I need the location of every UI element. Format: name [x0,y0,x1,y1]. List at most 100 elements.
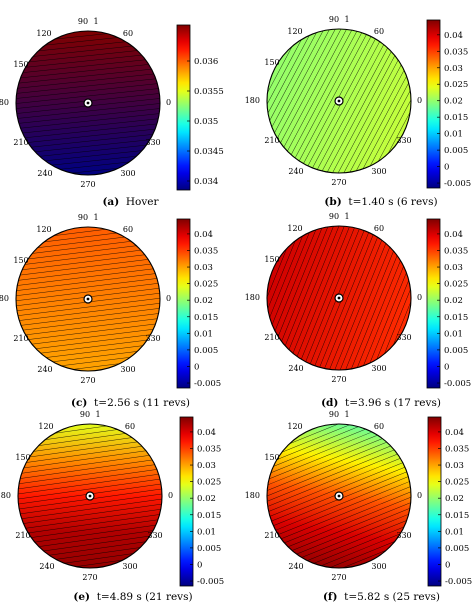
panel-6: 90 1 60 0 330 300 270 240 210 180 150 120 0.04 0.035 0… [245,410,473,603]
azimuth-label: 90 [78,17,88,26]
azimuth-label: 120 [36,29,51,38]
azimuth-label: 180 [0,294,9,303]
azimuth-label: 150 [264,255,279,264]
colorbar-tick-label: 0.01 [444,329,463,339]
azimuth-label: 90 [78,213,88,222]
azimuth-label: 210 [13,138,28,147]
azimuth-label: 1 [95,410,100,419]
colorbar-tick-label: 0.005 [194,346,218,356]
colorbar-tick-label: 0.025 [197,478,221,488]
azimuth-label: 60 [123,29,133,38]
colorbar [179,416,194,587]
azimuth-label: 1 [344,212,349,221]
colorbar-tick-label: 0.03 [444,263,463,273]
colorbar-tick-label: 0.02 [444,97,463,107]
azimuth-label: 60 [374,27,384,36]
disk-outline [266,225,412,371]
colorbar-tick-label: -0.005 [444,379,471,389]
hub-dot [86,101,90,105]
azimuth-label: 180 [0,491,11,500]
hub-dot [337,296,341,300]
azimuth-label: 210 [264,531,279,540]
azimuth-label: 120 [36,225,51,234]
azimuth-label: 0 [417,491,422,500]
azimuth-label: 270 [82,573,97,582]
azimuth-label: 150 [13,256,28,265]
colorbar-tick-label: 0.025 [444,80,468,90]
azimuth-label: 120 [287,27,302,36]
azimuth-label: 300 [371,562,386,571]
panel-caption: (e) t=4.89 s (21 revs) [73,591,192,603]
colorbar-tick-label: 0.015 [444,113,468,123]
azimuth-label: 330 [145,138,160,147]
colorbar-tick-label: 0.0355 [194,87,224,97]
azimuth-label: 270 [80,180,95,189]
panel-3: 90 1 60 0 330 300 270 240 210 180 150 120 0.04 0.035 0… [0,213,221,409]
colorbar-tick-label: 0.035 [194,246,218,256]
colorbar-tick-label: 0.005 [445,544,469,554]
azimuth-label: 0 [168,491,173,500]
azimuth-label: 240 [288,364,303,373]
azimuth-label: 300 [120,169,135,178]
hub-dot [337,494,341,498]
azimuth-label: 0 [166,98,171,107]
colorbar-tick-label: 0.01 [194,329,213,339]
azimuth-label: 120 [287,224,302,233]
azimuth-label: 180 [245,96,260,105]
colorbar-tick-label: -0.005 [197,577,224,587]
azimuth-label: 270 [331,375,346,384]
colorbar-tick-label: -0.005 [444,179,471,189]
azimuth-label: 60 [123,225,133,234]
azimuth-label: 90 [329,410,339,419]
azimuth-label: 150 [13,60,28,69]
colorbar-tick-label: 0.03 [444,64,463,74]
azimuth-label: 330 [145,334,160,343]
hub-dot [86,297,90,301]
colorbar-tick-label: 0.04 [194,230,213,240]
azimuth-label: 90 [80,410,90,419]
azimuth-label: 210 [13,334,28,343]
azimuth-label: 180 [0,98,9,107]
panel-caption: (d) t=3.96 s (17 revs) [321,397,441,409]
azimuth-label: 0 [417,293,422,302]
panel-2: 90 1 60 0 330 300 270 240 210 180 150 120 0.04 0.035 0… [245,15,472,208]
colorbar-tick-label: 0.03 [197,461,216,471]
panel-5: 90 1 60 0 330 300 270 240 210 180 150 120 0.04 0.035 0… [0,410,224,603]
colorbar [427,416,442,587]
azimuth-label: 300 [371,167,386,176]
colorbar-tick-label: 0.0345 [194,147,224,157]
azimuth-label: 120 [287,422,302,431]
azimuth-label: 300 [122,562,137,571]
colorbar-tick-label: 0.015 [194,313,218,323]
colorbar-tick-label: 0.005 [444,346,468,356]
colorbar-tick-label: 0 [197,560,202,570]
azimuth-label: 270 [331,573,346,582]
colorbar-tick-label: 0.025 [445,478,469,488]
colorbar-tick-label: 0.035 [444,47,468,57]
azimuth-label: 180 [245,491,260,500]
colorbar-tick-label: 0.02 [197,494,216,504]
colorbar-tick-label: 0.015 [445,511,469,521]
panel-caption: (c) t=2.56 s (11 revs) [71,397,190,409]
disk-outline [266,423,412,569]
colorbar-tick-label: 0.01 [445,527,464,537]
colorbar-tick-label: 0.005 [197,544,221,554]
azimuth-label: 210 [15,531,30,540]
colorbar-tick-label: 0.04 [445,428,464,438]
colorbar [426,218,441,389]
disk-outline [15,30,161,176]
colorbar-tick-label: 0 [444,362,449,372]
azimuth-label: 150 [264,453,279,462]
colorbar-tick-label: 0 [444,163,449,173]
colorbar-tick-label: -0.005 [194,379,221,389]
azimuth-label: 90 [329,212,339,221]
azimuth-label: 0 [166,294,171,303]
azimuth-label: 240 [37,365,52,374]
disk-outline [266,28,412,174]
colorbar-tick-label: 0.015 [444,313,468,323]
azimuth-label: 330 [147,531,162,540]
colorbar-tick-label: 0 [445,560,450,570]
colorbar-tick-label: 0.035 [444,246,468,256]
colorbar-tick-label: 0.04 [444,230,463,240]
colorbar-tick-label: 0.02 [194,296,213,306]
